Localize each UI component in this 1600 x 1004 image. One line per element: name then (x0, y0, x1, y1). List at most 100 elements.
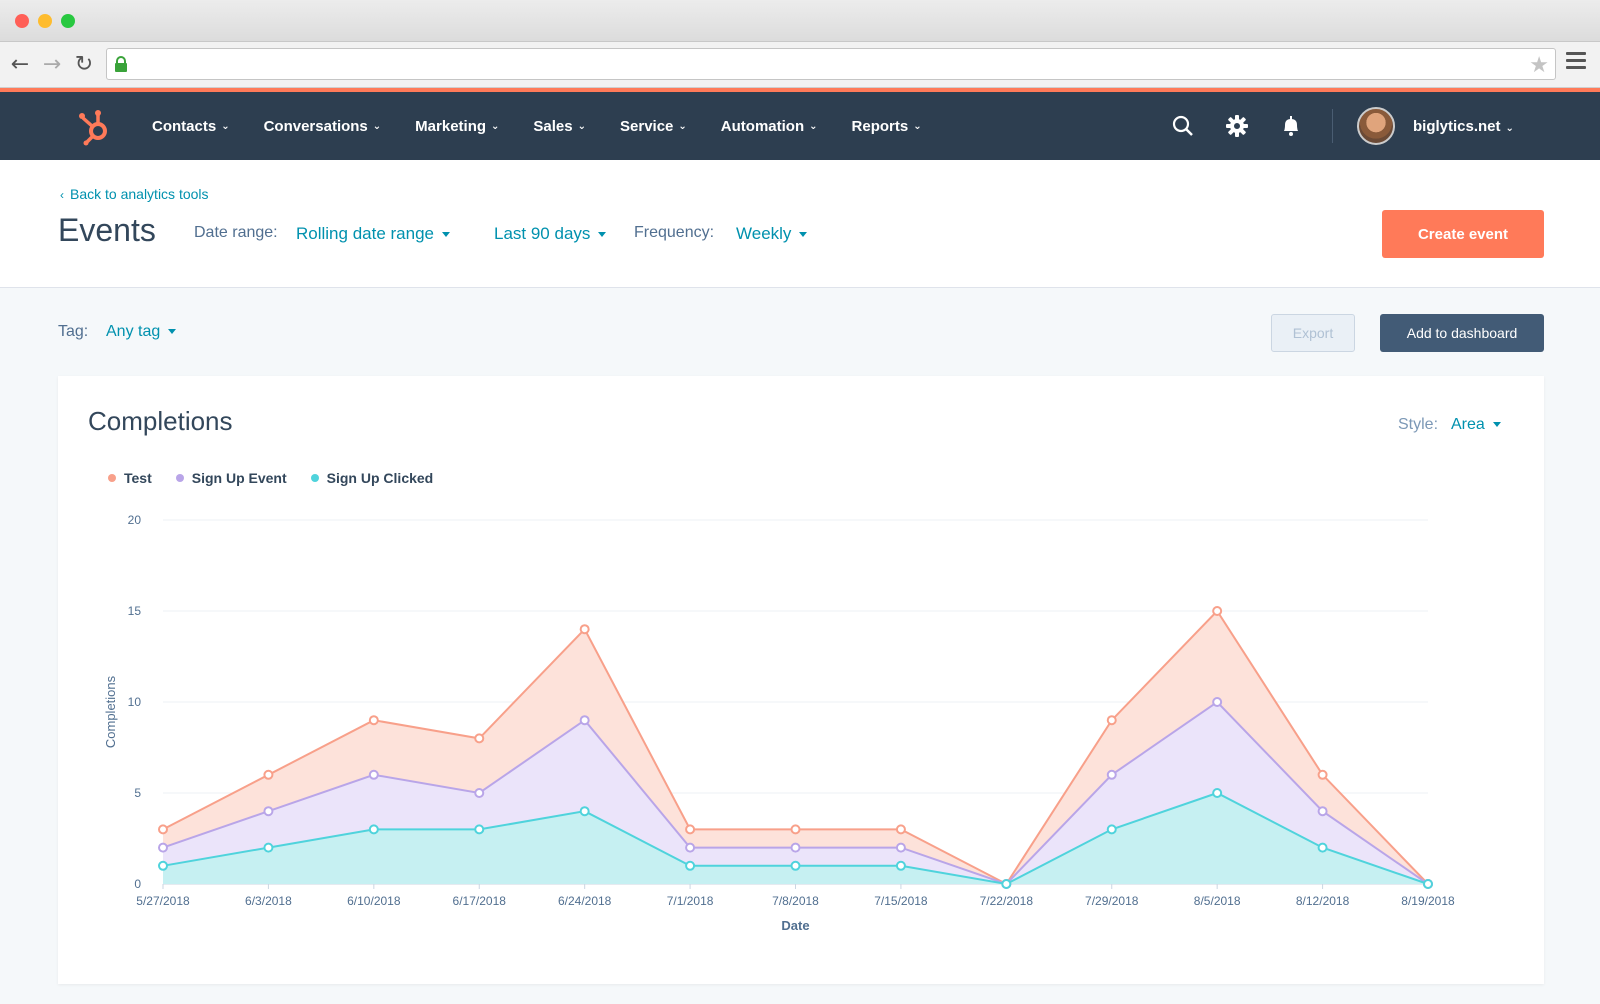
frequency-dropdown[interactable]: Weekly (736, 224, 808, 244)
nav-item-label: Contacts (152, 117, 217, 135)
forward-arrow-icon[interactable]: → (42, 51, 62, 77)
x-tick-label: 7/1/2018 (667, 894, 714, 908)
point-sign-up-event (1317, 806, 1328, 817)
date-range-dropdown[interactable]: Rolling date range (296, 224, 450, 244)
add-to-dashboard-button[interactable]: Add to dashboard (1380, 314, 1544, 352)
y-axis-title: Completions (103, 675, 118, 748)
nav-item-automation[interactable]: Automation ⌄ (721, 118, 818, 135)
point-sign-up-event (263, 806, 274, 817)
reload-icon[interactable]: ↻ (74, 51, 94, 77)
account-name: biglytics.net (1413, 117, 1501, 135)
x-tick-label: 7/8/2018 (772, 894, 819, 908)
completions-area-chart: 0 5 10 15 20 5/27/2018 6/3/2018 6/10/2018 6/17/2… (103, 513, 1455, 933)
chevron-down-icon: ⌄ (1505, 122, 1514, 134)
nav-item-label: Automation (720, 117, 805, 135)
nav-menu: Contacts ⌄ Conversations ⌄ Marketing ⌄ Sale… (152, 92, 956, 160)
point-sign-up-clicked (895, 860, 906, 871)
chevron-left-icon: ‹ (60, 188, 64, 202)
back-arrow-icon[interactable]: ← (10, 51, 30, 77)
export-button[interactable]: Export (1271, 314, 1355, 352)
lock-icon (115, 56, 127, 72)
caret-down-icon (168, 329, 177, 335)
period-dropdown[interactable]: Last 90 days (494, 224, 607, 244)
close-window-button[interactable] (15, 14, 29, 28)
back-link-label: Back to analytics tools (70, 186, 209, 202)
period-value: Last 90 days (494, 224, 591, 243)
account-menu[interactable]: biglytics.net ⌄ (1413, 118, 1514, 135)
caret-down-icon (799, 232, 808, 238)
nav-item-contacts[interactable]: Contacts ⌄ (152, 118, 230, 135)
x-tick-label: 6/3/2018 (245, 894, 292, 908)
nav-item-sales[interactable]: Sales ⌄ (533, 118, 586, 135)
hubspot-logo-icon[interactable] (76, 106, 116, 146)
minimize-window-button[interactable] (38, 14, 52, 28)
point-sign-up-clicked (1106, 824, 1117, 835)
nav-item-label: Reports (851, 117, 909, 135)
point-test (263, 769, 274, 780)
point-sign-up-clicked (579, 806, 590, 817)
x-axis-title: Date (781, 918, 809, 933)
style-dropdown[interactable]: Area (1451, 416, 1501, 434)
back-link[interactable]: ‹ Back to analytics tools (60, 186, 209, 202)
tag-label: Tag: (58, 323, 89, 340)
style-value: Area (1451, 416, 1485, 433)
date-range-label: Date range: (194, 224, 278, 241)
point-test (368, 715, 379, 726)
point-sign-up-event (1212, 697, 1223, 707)
create-event-button[interactable]: Create event (1382, 210, 1544, 258)
y-tick-label: 5 (134, 786, 141, 800)
point-sign-up-clicked (474, 824, 485, 835)
point-sign-up-event (895, 842, 906, 853)
nav-item-marketing[interactable]: Marketing ⌄ (415, 118, 499, 135)
tag-value: Any tag (106, 323, 161, 340)
x-tick-label: 8/5/2018 (1194, 894, 1241, 908)
legend-item-test[interactable]: Test (108, 470, 152, 486)
x-tick-label: 6/24/2018 (558, 894, 612, 908)
point-sign-up-event (685, 842, 696, 853)
chevron-down-icon: ⌄ (372, 120, 382, 132)
legend-item-sign-up-clicked[interactable]: Sign Up Clicked (310, 470, 434, 486)
avatar[interactable] (1357, 107, 1395, 145)
nav-item-label: Sales (533, 117, 573, 135)
legend-item-sign-up-event[interactable]: Sign Up Event (175, 470, 287, 486)
frequency-value: Weekly (736, 224, 792, 243)
nav-item-service[interactable]: Service ⌄ (620, 118, 687, 135)
maximize-window-button[interactable] (61, 14, 75, 28)
x-tick-label: 8/12/2018 (1296, 894, 1350, 908)
x-tick-label: 8/19/2018 (1401, 894, 1455, 908)
chevron-down-icon: ⌄ (913, 120, 922, 132)
point-test (1212, 606, 1223, 616)
bell-icon[interactable] (1278, 113, 1304, 139)
point-sign-up-clicked (1423, 879, 1433, 889)
point-test (579, 624, 590, 635)
nav-item-reports[interactable]: Reports ⌄ (852, 118, 922, 135)
x-tick-label: 6/10/2018 (347, 894, 401, 908)
bookmark-star-icon[interactable]: ★ (1529, 52, 1549, 77)
nav-item-label: Service (620, 117, 674, 135)
card-title: Completions (88, 406, 233, 436)
main-navigation: Contacts ⌄ Conversations ⌄ Marketing ⌄ Sale… (0, 88, 1600, 160)
chevron-down-icon: ⌄ (809, 120, 818, 132)
legend-dot (310, 474, 319, 482)
browser-titlebar (0, 0, 1600, 42)
legend-dot (175, 474, 184, 482)
point-test (895, 824, 906, 835)
caret-down-icon (598, 232, 607, 238)
nav-item-conversations[interactable]: Conversations ⌄ (264, 118, 382, 135)
x-tick-label: 7/22/2018 (980, 894, 1034, 908)
point-sign-up-event (474, 788, 485, 798)
point-test (790, 824, 801, 835)
area-sign-up-clicked (163, 793, 1428, 884)
caret-down-icon (1492, 422, 1501, 428)
chevron-down-icon: ⌄ (491, 120, 500, 132)
nav-divider (1332, 109, 1333, 143)
address-bar[interactable]: ★ (106, 48, 1556, 80)
search-icon[interactable] (1170, 113, 1196, 139)
tag-dropdown[interactable]: Any tag (106, 323, 177, 341)
gear-icon[interactable] (1224, 113, 1250, 139)
legend-label: Sign Up Clicked (326, 470, 434, 486)
point-sign-up-event (790, 842, 801, 853)
point-sign-up-clicked (368, 824, 379, 835)
browser-menu-icon[interactable] (1566, 52, 1586, 74)
point-test (474, 733, 485, 744)
